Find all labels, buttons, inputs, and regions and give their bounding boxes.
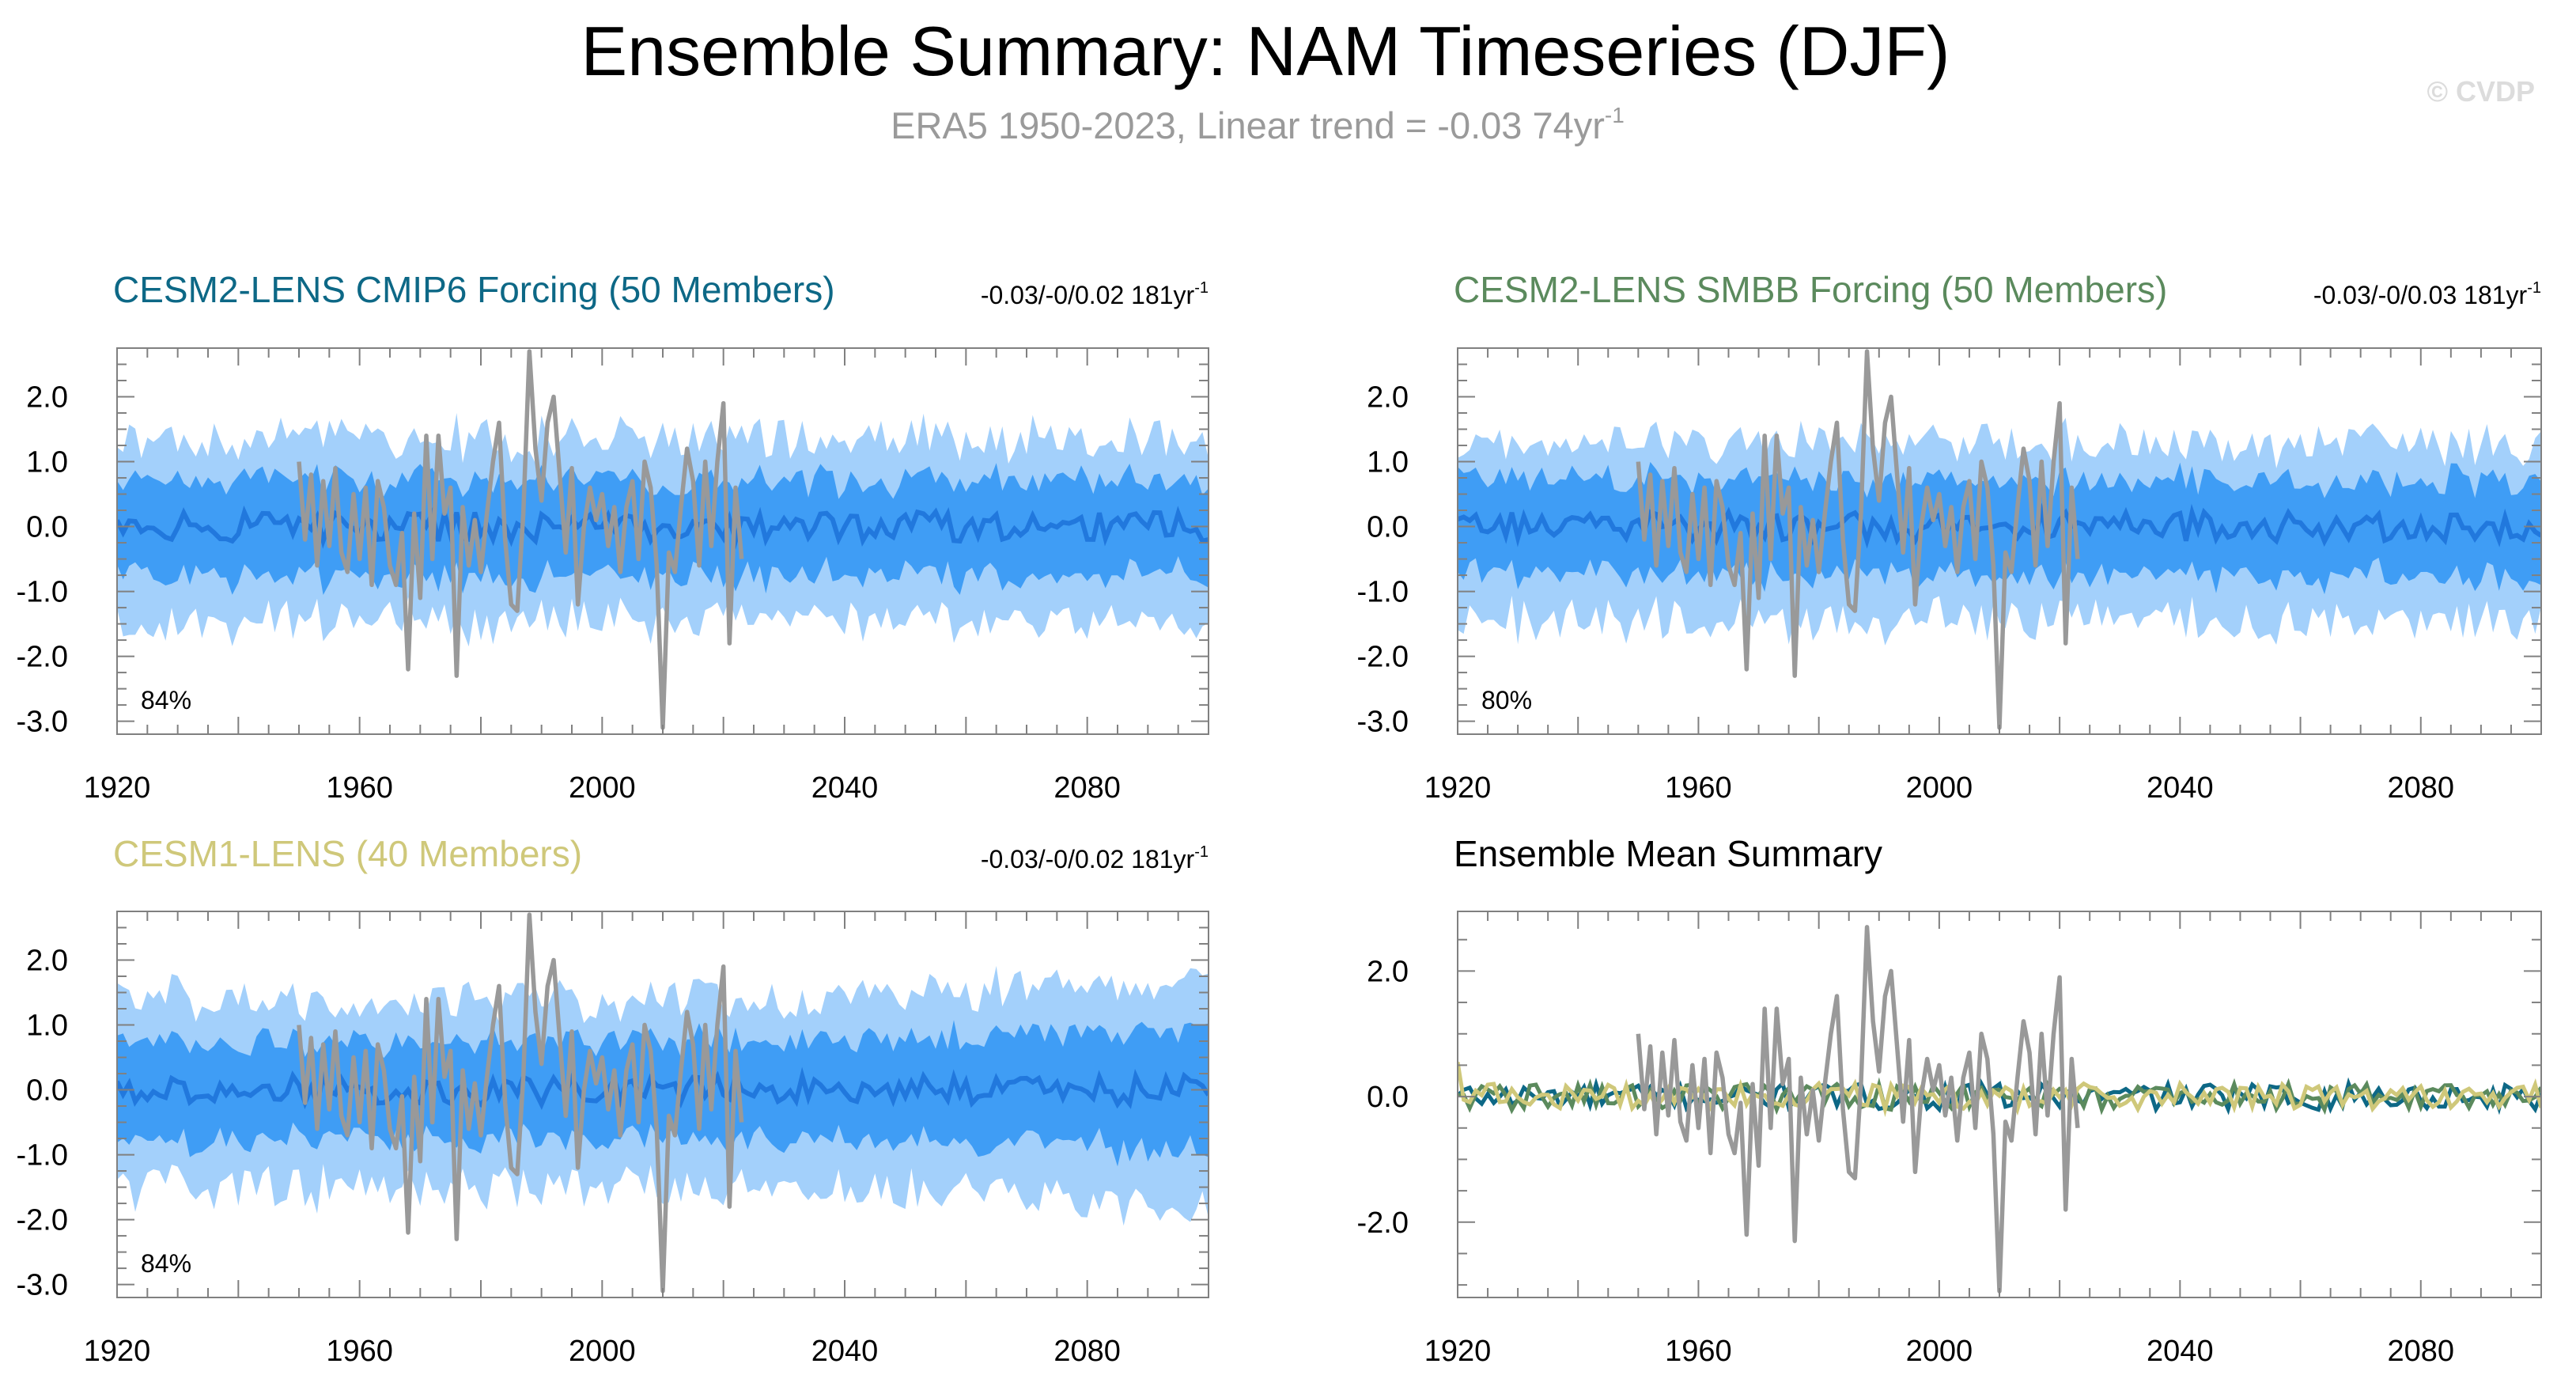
panel-cesm2-cmip6: CESM2-LENS CMIP6 Forcing (50 Members) -0.… [17, 269, 1209, 805]
x-tick-label: 1960 [326, 1335, 393, 1368]
y-tick-label: -3.0 [17, 1269, 68, 1302]
plot-area [117, 912, 1209, 1294]
x-tick-label: 2080 [2388, 1335, 2455, 1368]
x-tick-label: 1960 [1665, 771, 1732, 805]
y-tick-label: 2.0 [1367, 381, 1409, 415]
trend-value: -0.03/-0/0.02 181yr [981, 845, 1195, 873]
subtitle-sup: -1 [1605, 103, 1625, 127]
trend-label: -0.03/-0/0.02 181yr-1 [981, 279, 1209, 309]
y-tick-label: 2.0 [26, 381, 68, 415]
x-tick-label: 2080 [1053, 771, 1121, 805]
x-tick-label: 1920 [84, 1335, 151, 1368]
y-tick-label: 2.0 [1367, 955, 1409, 988]
ensemble-mean-line [117, 505, 1209, 550]
y-tick-label: -2.0 [17, 1204, 68, 1237]
percent-label: 84% [141, 1249, 191, 1278]
panels-group: CESM2-LENS CMIP6 Forcing (50 Members) -0.… [17, 269, 2542, 1368]
panel-title: CESM2-LENS CMIP6 Forcing (50 Members) [113, 269, 835, 310]
x-tick-label: 2040 [2147, 1335, 2214, 1368]
panel-cesm2-smbb: CESM2-LENS SMBB Forcing (50 Members) -0.0… [1357, 269, 2542, 805]
y-tick-label: 0.0 [26, 511, 68, 544]
panel-cesm1: CESM1-LENS (40 Members) -0.03/-0/0.02 181… [17, 833, 1209, 1368]
y-tick-label: -3.0 [17, 706, 68, 739]
x-tick-label: 2000 [1906, 771, 1973, 805]
x-tick-label: 2040 [811, 1335, 879, 1368]
y-tick-label: 1.0 [26, 446, 68, 479]
plot-area [1458, 349, 2541, 730]
x-tick-label: 2080 [1053, 1335, 1121, 1368]
y-tick-label: -2.0 [17, 641, 68, 674]
percent-label: 80% [1481, 686, 1532, 714]
ensemble-mean-line [1458, 502, 2541, 549]
trend-value: -0.03/-0/0.02 181yr [981, 281, 1195, 309]
ensemble-mean-line [117, 1066, 1209, 1112]
trend-sup: -1 [1194, 279, 1209, 297]
y-tick-label: 1.0 [26, 1010, 68, 1043]
plot-area [117, 349, 1209, 730]
main-title: Ensemble Summary: NAM Timeseries (DJF) [581, 12, 1950, 90]
y-tick-label: 0.0 [1367, 1081, 1409, 1114]
x-tick-label: 1960 [326, 771, 393, 805]
observations-line [1636, 349, 2080, 730]
x-tick-label: 1920 [1424, 771, 1492, 805]
panel-title: Ensemble Mean Summary [1454, 833, 1882, 874]
y-tick-label: 0.0 [1367, 511, 1409, 544]
y-tick-label: -1.0 [1357, 576, 1409, 609]
x-tick-label: 1920 [1424, 1335, 1492, 1368]
x-tick-label: 2000 [1906, 1335, 1973, 1368]
x-tick-label: 2080 [2388, 771, 2455, 805]
observations-line [297, 349, 744, 730]
mean-line-cesm1 [1458, 1062, 2541, 1118]
trend-label: -0.03/-0/0.03 181yr-1 [2313, 279, 2541, 309]
trend-sup: -1 [1194, 843, 1209, 861]
subtitle: ERA5 1950-2023, Linear trend = -0.03 74y… [891, 103, 1625, 146]
panel-ensemble-mean: Ensemble Mean Summary 1920 1960 2000 2040 208… [1357, 833, 2542, 1368]
trend-sup: -1 [2527, 279, 2541, 297]
y-tick-label: 0.0 [26, 1074, 68, 1108]
trend-value: -0.03/-0/0.03 181yr [2313, 281, 2528, 309]
trend-label: -0.03/-0/0.02 181yr-1 [981, 843, 1209, 873]
x-tick-label: 1960 [1665, 1335, 1732, 1368]
x-tick-label: 1920 [84, 771, 151, 805]
y-tick-label: 2.0 [26, 945, 68, 978]
y-tick-label: -1.0 [17, 576, 68, 609]
x-tick-label: 2000 [569, 771, 636, 805]
x-tick-label: 2040 [811, 771, 879, 805]
x-tick-label: 2000 [569, 1335, 636, 1368]
y-tick-label: -2.0 [1357, 641, 1409, 674]
panel-title: CESM1-LENS (40 Members) [113, 833, 582, 874]
y-tick-label: -1.0 [17, 1139, 68, 1172]
observations-line [1636, 925, 2080, 1294]
y-tick-label: 1.0 [1367, 446, 1409, 479]
subtitle-text: ERA5 1950-2023, Linear trend = -0.03 74y… [891, 104, 1605, 146]
y-tick-label: -3.0 [1357, 706, 1409, 739]
x-tick-label: 2040 [2147, 771, 2214, 805]
copyright: © CVDP [2427, 75, 2535, 108]
panel-title: CESM2-LENS SMBB Forcing (50 Members) [1454, 269, 2167, 310]
observations-line [297, 912, 744, 1294]
plot-area [1458, 925, 2541, 1294]
y-tick-label: -2.0 [1357, 1206, 1409, 1240]
percent-label: 84% [141, 686, 191, 714]
